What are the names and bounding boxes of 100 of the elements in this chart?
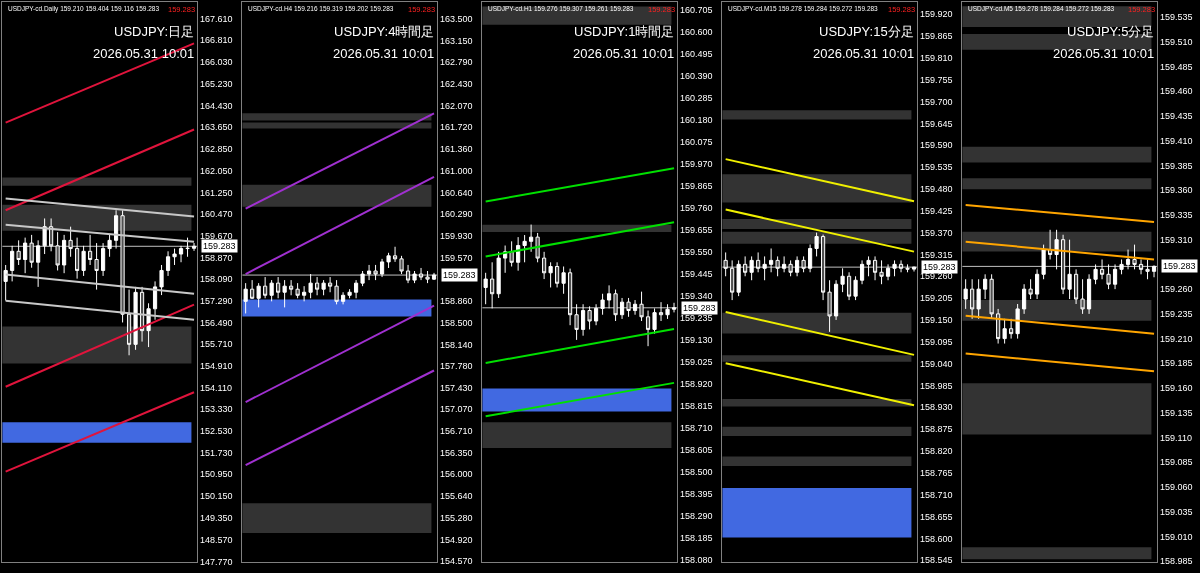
candlestick xyxy=(859,259,865,285)
y-tick-label: 167.610 xyxy=(200,13,233,24)
candlestick xyxy=(321,279,326,296)
candlestick xyxy=(782,255,787,273)
y-tick-label: 157.070 xyxy=(440,404,473,415)
candlestick xyxy=(723,251,728,277)
y-tick-label: 159.235 xyxy=(1160,309,1193,320)
y-tick-label: 156.350 xyxy=(440,448,473,459)
candlestick xyxy=(1106,263,1111,290)
candlestick xyxy=(178,245,184,263)
candlestick xyxy=(373,264,378,281)
y-tick-label: 159.315 xyxy=(920,249,953,260)
candlestick xyxy=(243,282,248,314)
y-tick-label: 159.370 xyxy=(920,227,953,238)
y-tick-label: 159.095 xyxy=(920,336,953,347)
y-tick-label: 156.490 xyxy=(200,317,233,328)
candlestick xyxy=(671,302,677,313)
y-tick-label: 159.535 xyxy=(1160,12,1193,23)
y-tick-label: 158.860 xyxy=(440,295,473,306)
candlestick xyxy=(353,279,359,299)
y-tick-label: 159.480 xyxy=(920,184,953,195)
y-tick-label: 158.710 xyxy=(680,423,713,434)
y-tick-label: 159.340 xyxy=(680,291,713,302)
candlestick xyxy=(496,251,501,299)
candlestick xyxy=(88,234,93,266)
candlestick xyxy=(1112,263,1118,290)
y-tick-label: 155.710 xyxy=(200,339,233,350)
y-tick-label: 160.390 xyxy=(680,70,713,81)
candlestick xyxy=(619,297,625,320)
y-tick-label: 159.700 xyxy=(920,96,953,107)
candlestick xyxy=(120,209,125,323)
candlestick xyxy=(1132,244,1137,270)
candlestick xyxy=(1035,268,1040,300)
candlestick xyxy=(185,237,190,258)
candlestick xyxy=(263,276,268,299)
candlestick xyxy=(1015,303,1020,340)
candlestick xyxy=(302,285,307,302)
candlestick xyxy=(872,255,878,281)
candlestick xyxy=(568,268,573,326)
ref-line-label: 159.283 xyxy=(203,241,236,251)
y-tick-label: 159.920 xyxy=(920,9,953,20)
candlestick xyxy=(529,224,534,253)
candlestick xyxy=(250,279,255,300)
candlestick xyxy=(1002,318,1007,345)
candlestick xyxy=(490,261,495,309)
candlestick xyxy=(1028,278,1033,300)
candlestick xyxy=(898,259,904,273)
candlestick xyxy=(516,236,521,272)
ref-line-label: 159.283 xyxy=(923,262,956,272)
y-tick-label: 159.235 xyxy=(680,313,713,324)
candlestick xyxy=(509,240,514,267)
candlestick xyxy=(1093,263,1098,285)
candlestick xyxy=(399,255,404,275)
candlestick xyxy=(626,297,631,318)
y-tick-label: 158.605 xyxy=(680,445,713,456)
candlestick xyxy=(593,303,599,326)
candlestick xyxy=(269,279,274,302)
y-tick-label: 164.430 xyxy=(200,100,233,111)
y-tick-label: 163.500 xyxy=(440,14,473,25)
y-tick-label: 158.290 xyxy=(680,511,713,522)
y-tick-label: 162.790 xyxy=(440,57,473,68)
candlestick xyxy=(341,291,346,305)
y-tick-label: 157.430 xyxy=(440,382,473,393)
y-tick-label: 160.640 xyxy=(440,187,473,198)
text: USDJPY:4時間足 xyxy=(334,24,435,39)
candlestick xyxy=(418,267,424,281)
candlestick xyxy=(730,259,735,301)
candlestick xyxy=(42,217,47,255)
text: 2026.05.31 10:01 xyxy=(1053,46,1155,61)
y-tick-label: 159.970 xyxy=(680,158,713,169)
y-tick-label: 159.085 xyxy=(1160,457,1193,468)
candlestick xyxy=(1041,244,1046,280)
candlestick xyxy=(645,310,651,347)
candlestick xyxy=(1061,234,1066,295)
candlestick xyxy=(49,217,54,252)
candlestick xyxy=(963,278,968,310)
y-tick-label: 158.920 xyxy=(680,379,713,390)
y-tick-label: 159.865 xyxy=(680,180,713,191)
candlestick xyxy=(905,263,910,273)
y-tick-label: 158.985 xyxy=(920,380,953,391)
y-tick-label: 158.600 xyxy=(920,533,953,544)
y-tick-label: 159.110 xyxy=(1160,432,1192,443)
y-tick-label: 162.430 xyxy=(440,79,473,90)
candlestick xyxy=(75,237,80,280)
y-tick-label: 158.395 xyxy=(680,489,713,500)
text: USDJPY:5分足 xyxy=(1067,24,1155,39)
y-tick-label: 159.810 xyxy=(920,53,953,64)
candlestick xyxy=(574,303,579,341)
y-tick-label: 158.765 xyxy=(920,467,953,478)
candlestick xyxy=(392,246,398,263)
candlestick xyxy=(795,255,800,277)
y-tick-label: 166.810 xyxy=(200,35,233,46)
ref-line-label: 159.283 xyxy=(1163,261,1196,271)
candlestick xyxy=(833,279,839,321)
candlestick xyxy=(775,255,780,277)
y-tick-label: 162.070 xyxy=(440,101,473,112)
y-tick-label: 159.570 xyxy=(440,252,473,263)
candlestick xyxy=(853,275,858,301)
text: 2026.05.31 10:01 xyxy=(813,46,915,61)
candlestick xyxy=(555,261,560,288)
